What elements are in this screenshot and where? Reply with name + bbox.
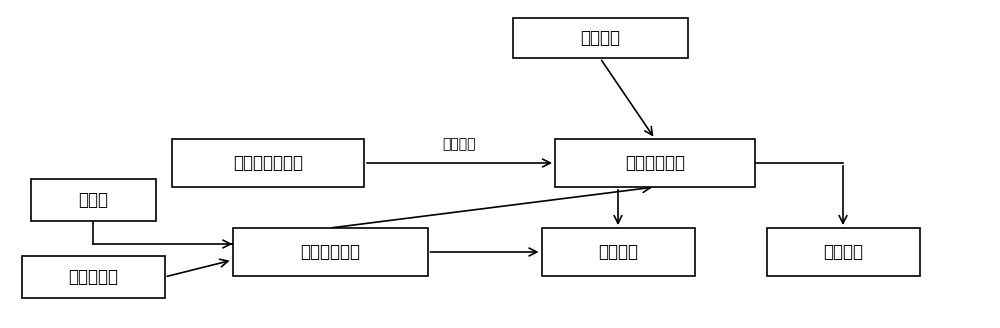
Bar (767, 228, 920, 276)
Text: 热电偶: 热电偶 (78, 191, 108, 209)
Bar (555, 139, 755, 187)
Bar (512, 18, 688, 58)
Bar (172, 139, 364, 187)
Bar (22, 256, 164, 298)
Bar (232, 228, 428, 276)
Text: 压力传感器: 压力传感器 (68, 268, 118, 286)
Text: 可燃气体传感器: 可燃气体传感器 (233, 154, 303, 172)
Text: 危险判断: 危险判断 (443, 137, 476, 151)
Text: 操作模块: 操作模块 (580, 29, 620, 47)
Text: 显示模块: 显示模块 (598, 243, 638, 261)
Text: 中央控制模块: 中央控制模块 (625, 154, 685, 172)
Bar (30, 179, 156, 221)
Bar (542, 228, 694, 276)
Text: 通信模块: 通信模块 (823, 243, 863, 261)
Text: 数据处理模块: 数据处理模块 (300, 243, 360, 261)
